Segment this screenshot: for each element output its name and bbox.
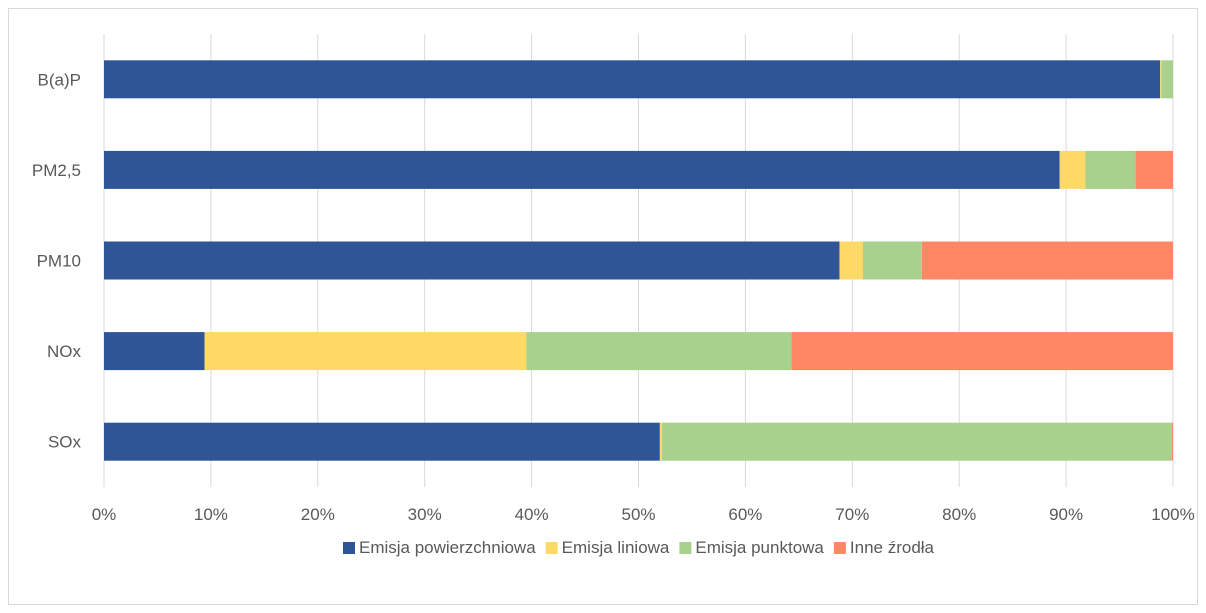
bar-segment [104,241,840,280]
category-axis: B(a)P PM2,5 PM10 NOx SOx [32,70,82,451]
bar-segment [1135,150,1173,189]
bar-segment [662,422,1172,461]
legend-item: Inne źrodła [833,538,935,557]
category-label: PM10 [37,252,81,271]
bar-segment [104,332,205,371]
bar-segment [104,422,660,461]
x-tick-label: 10% [194,505,228,524]
x-tick-label: 40% [515,505,549,524]
bar-segment [1161,60,1173,99]
bar-segment [659,422,663,461]
bar-segment [839,241,863,280]
category-label: NOx [47,342,82,361]
legend-label: Emisja punktowa [695,538,824,557]
x-tick-label: 20% [301,505,335,524]
category-label: PM2,5 [32,161,81,180]
x-tick-label: 0% [92,505,117,524]
bar-segment [104,150,1060,189]
legend-item: Emisja liniowa [545,538,670,557]
bar-segment [204,332,527,371]
chart-frame [8,8,1198,605]
legend-swatch [833,542,846,554]
x-tick-label: 60% [728,505,762,524]
legend-swatch [342,542,355,554]
bar-segment [1160,60,1162,99]
bar-segment [1085,150,1136,189]
legend-item: Emisja powierzchniowa [342,538,536,557]
x-tick-label: 80% [942,505,976,524]
legend-label: Inne źrodła [850,538,935,557]
bar-segment [791,332,1173,371]
legend-label: Emisja powierzchniowa [359,538,536,557]
bar-segment [104,60,1161,99]
bar-segment [1059,150,1086,189]
legend-swatch [679,542,692,554]
legend-swatch [545,542,558,554]
x-tick-label: 70% [835,505,869,524]
value-axis: 0% 10% 20% 30% 40% 50% 60% 70% 80% 90% 100% [92,505,1195,524]
bar-segment [862,241,922,280]
bar-segment [526,332,792,371]
x-tick-label: 90% [1049,505,1083,524]
x-tick-label: 30% [408,505,442,524]
bar-segment [1171,422,1173,461]
legend: Emisja powierzchniowa Emisja liniowa Emisj… [342,538,935,557]
x-tick-label: 100% [1151,505,1194,524]
bar-segment [921,241,1173,280]
legend-item: Emisja punktowa [679,538,824,557]
category-label: SOx [48,433,82,452]
category-label: B(a)P [38,70,81,89]
bars [104,60,1173,461]
x-tick-label: 50% [621,505,655,524]
legend-label: Emisja liniowa [562,538,670,557]
